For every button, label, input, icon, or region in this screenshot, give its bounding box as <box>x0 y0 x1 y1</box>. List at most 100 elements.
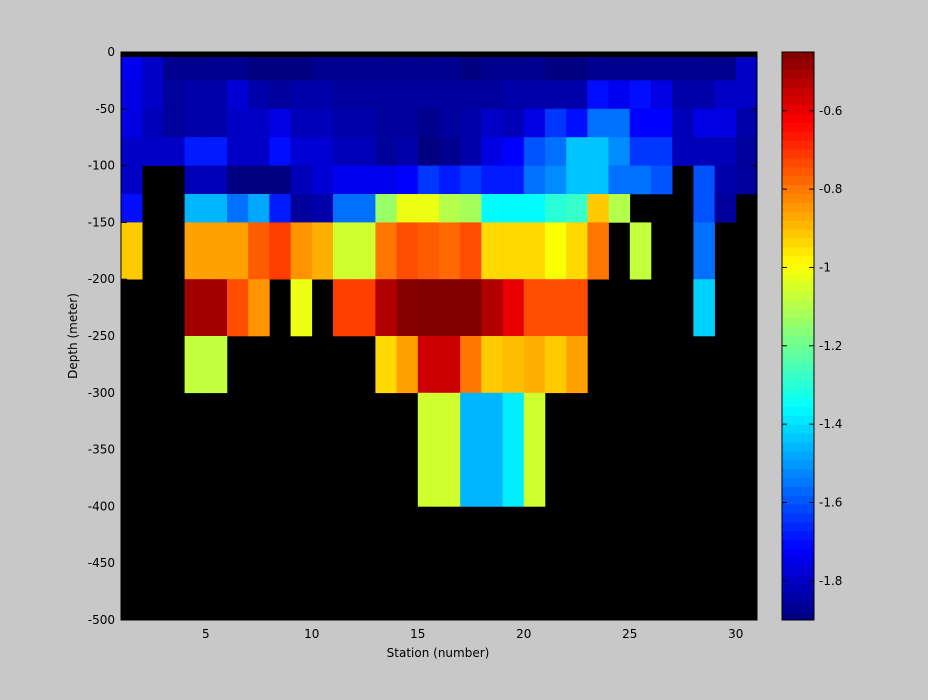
heatmap-cell <box>417 279 440 337</box>
heatmap-cell <box>523 392 546 507</box>
colorbar-segment <box>782 52 814 62</box>
heatmap-cell <box>608 52 631 81</box>
colorbar-segment <box>782 513 814 523</box>
heatmap-cell <box>227 52 249 81</box>
y-tick-label: -100 <box>88 159 115 173</box>
heatmap-cell <box>354 279 376 337</box>
heatmap-cell <box>269 194 291 223</box>
heatmap-cell <box>545 279 567 337</box>
heatmap-cell <box>523 165 546 195</box>
heatmap-cell <box>481 392 503 507</box>
heatmap-cell <box>502 52 525 81</box>
heatmap-cell <box>439 137 461 166</box>
colorbar-segment <box>782 256 814 266</box>
heatmap-cell <box>121 108 143 138</box>
colorbar-segment <box>782 380 814 390</box>
heatmap-cell <box>354 222 376 280</box>
heatmap-cell <box>523 108 546 138</box>
heatmap-cell <box>121 80 143 110</box>
heatmap-cell <box>205 137 228 166</box>
colorbar-segment <box>782 327 814 337</box>
heatmap-cell <box>714 80 737 110</box>
heatmap-cell <box>629 137 652 166</box>
colorbar-segment <box>782 265 814 275</box>
heatmap-cell <box>523 80 546 110</box>
heatmap-cell <box>608 108 631 138</box>
x-tick-label: 10 <box>304 627 319 641</box>
colorbar-segment <box>782 540 814 550</box>
heatmap-cell <box>269 137 291 166</box>
x-tick-label: 30 <box>728 627 743 641</box>
colorbar-segment <box>782 398 814 408</box>
heatmap-cell <box>396 165 419 195</box>
heatmap-cell <box>608 137 631 166</box>
colorbar-segment <box>782 194 814 204</box>
heatmap-cell <box>354 108 376 138</box>
heatmap-cell <box>714 137 737 166</box>
heatmap-cell <box>481 279 503 337</box>
colorbar-segment <box>782 149 814 159</box>
heatmap-cell <box>439 222 461 280</box>
heatmap-cell <box>481 80 503 110</box>
heatmap-cell <box>333 137 355 166</box>
heatmap-cell <box>439 279 461 337</box>
heatmap-cell <box>460 222 482 280</box>
colorbar-segment <box>782 140 814 151</box>
heatmap-cell <box>439 80 461 110</box>
heatmap-cell <box>481 222 503 280</box>
top-band <box>121 52 757 57</box>
heatmap-cell <box>439 165 461 195</box>
heatmap-cell <box>566 279 588 337</box>
heatmap-cell <box>354 165 376 195</box>
colorbar-segment <box>782 238 814 248</box>
heatmap-cell <box>693 52 715 81</box>
heatmap-cell <box>121 222 143 280</box>
heatmap-cell <box>714 52 737 81</box>
heatmap-cell <box>629 165 652 195</box>
heatmap-cell <box>269 52 291 81</box>
colorbar-segment <box>782 566 814 577</box>
colorbar-segment <box>782 460 814 470</box>
heatmap-cell <box>693 194 715 223</box>
colorbar-segment <box>782 549 814 559</box>
colorbar-segment <box>782 282 814 293</box>
heatmap-cell <box>417 137 440 166</box>
colorbar-segment <box>782 344 814 355</box>
colorbar-ticks: -0.6 -0.8 -1 -1.2 -1.4 -1.6 -1.8 <box>782 104 842 588</box>
heatmap-cell <box>269 108 291 138</box>
heatmap-cell <box>333 80 355 110</box>
colorbar-tick-label: -1 <box>819 260 831 274</box>
heatmap-cell <box>333 52 355 81</box>
heatmap-cell <box>545 52 567 81</box>
x-axis-ticks: 5 10 15 20 25 30 <box>202 52 743 641</box>
heatmap-cell <box>523 137 546 166</box>
heatmap-cell <box>693 108 715 138</box>
heatmap-cell <box>333 279 355 337</box>
heatmap-cell <box>184 279 207 337</box>
heatmap-cell <box>566 222 588 280</box>
heatmap-cell <box>608 194 631 223</box>
heatmap-cell <box>566 336 588 394</box>
heatmap-cell <box>481 336 503 394</box>
heatmap-cell <box>460 336 482 394</box>
heatmap-cell <box>227 137 249 166</box>
heatmap-cell <box>523 336 546 394</box>
colorbar-segment <box>782 415 814 426</box>
colorbar-tick-label: -0.8 <box>819 182 842 196</box>
x-tick-label: 25 <box>622 627 637 641</box>
heatmap-cell <box>375 108 397 138</box>
y-tick-label: -300 <box>88 386 115 400</box>
colorbar-segment <box>782 362 814 372</box>
heatmap-cell <box>735 80 758 110</box>
heatmap-cell <box>333 108 355 138</box>
heatmap-cell <box>545 194 567 223</box>
heatmap-cell <box>354 137 376 166</box>
heatmap-cell <box>375 194 397 223</box>
colorbar-segment <box>782 353 814 364</box>
heatmap-cell <box>121 52 143 81</box>
heatmap-cell <box>163 52 185 81</box>
heatmap-cell <box>651 108 673 138</box>
heatmap-cell <box>651 165 673 195</box>
